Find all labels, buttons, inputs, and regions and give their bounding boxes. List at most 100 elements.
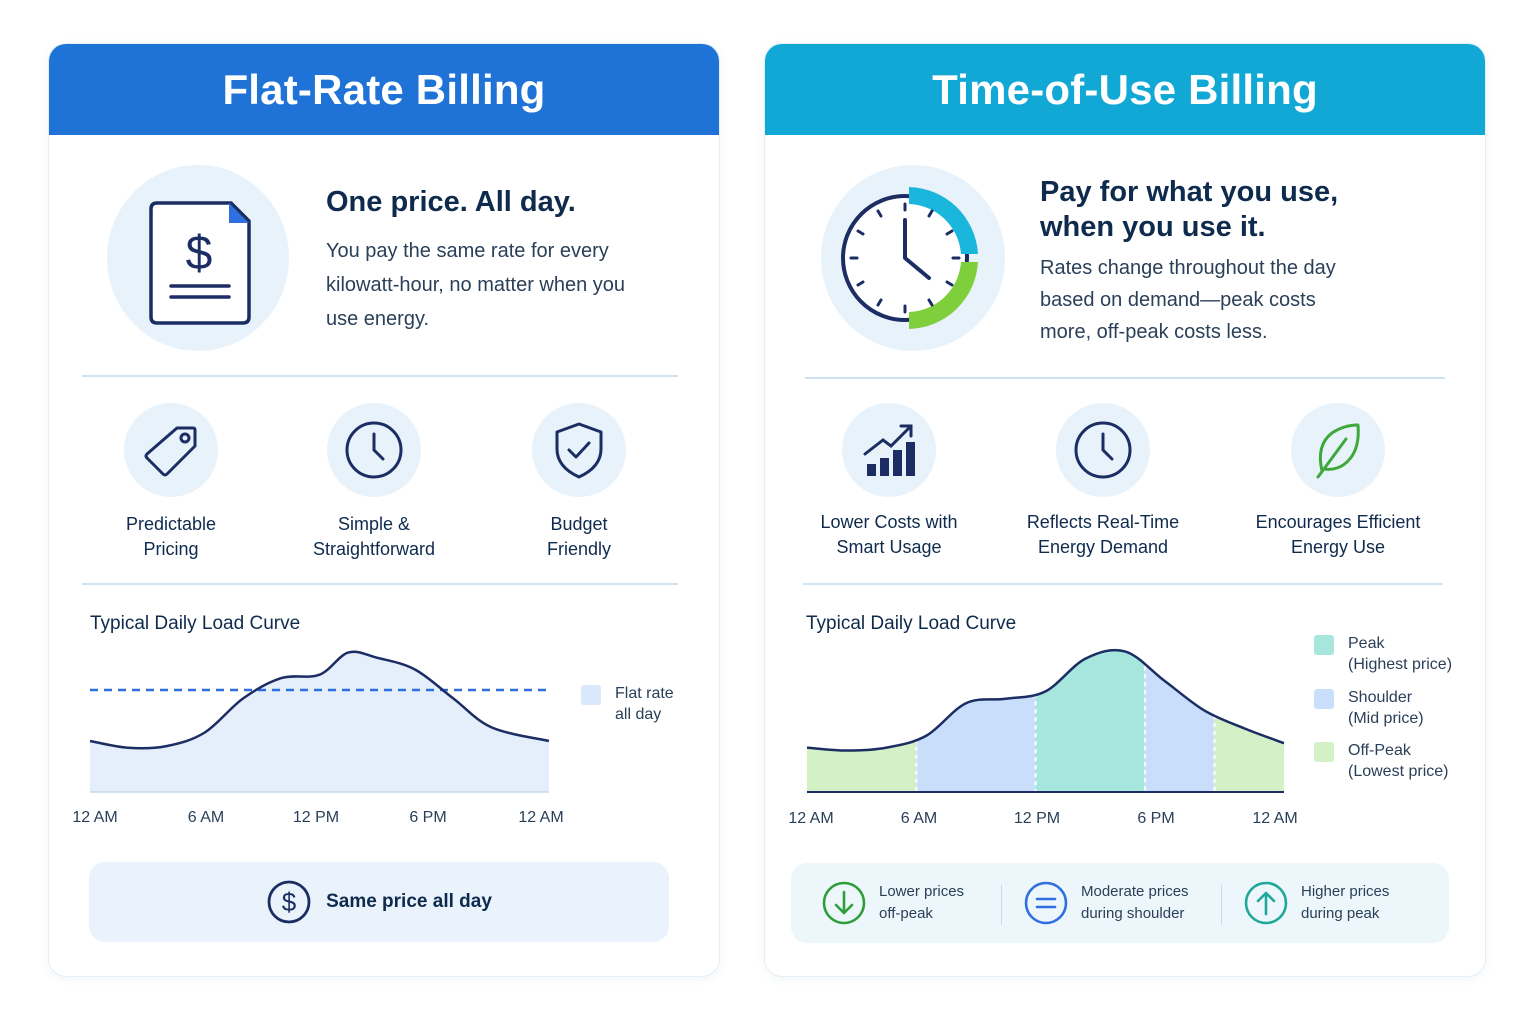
divider bbox=[82, 375, 678, 377]
feature-label: Simple & Straightforward bbox=[312, 514, 436, 559]
bill-icon: $ bbox=[149, 201, 251, 325]
load-curve-line bbox=[806, 648, 1285, 752]
legend-label: Shoulder bbox=[1348, 689, 1413, 706]
clock-icon bbox=[327, 403, 421, 497]
x-tick: 6 PM bbox=[409, 809, 447, 826]
equals-circle-icon bbox=[1024, 881, 1068, 925]
tou-tagline: Pay for what you use, when you use it. bbox=[1040, 175, 1338, 245]
legend-text: Off-Peak (Lowest price) bbox=[1348, 740, 1448, 782]
feature-budget-friendly: Budget Friendly bbox=[484, 403, 674, 562]
same-price-banner: $ Same price all day bbox=[89, 862, 669, 942]
flat-rate-load-chart bbox=[89, 650, 550, 793]
band-off-peak bbox=[807, 650, 917, 792]
feature-simple: Simple & Straightforward bbox=[279, 403, 469, 562]
legend-label: Off-Peak bbox=[1348, 742, 1411, 759]
arrow-down-circle-icon bbox=[822, 881, 866, 925]
tier-line2: during shoulder bbox=[1081, 905, 1185, 922]
feature-efficient: Encourages Efficient Energy Use bbox=[1243, 403, 1433, 560]
bill-icon-circle: $ bbox=[107, 165, 289, 351]
x-tick: 12 AM bbox=[788, 810, 834, 827]
load-area bbox=[90, 651, 549, 792]
chart-title: Typical Daily Load Curve bbox=[806, 613, 1017, 634]
arrow-up-circle-icon bbox=[1244, 881, 1288, 925]
clock-gauge-icon bbox=[841, 187, 978, 329]
legend-swatch bbox=[1314, 742, 1334, 762]
tier-text: Lower prices off-peak bbox=[879, 881, 964, 925]
legend-sub: (Mid price) bbox=[1348, 710, 1424, 727]
tier-line1: Lower prices bbox=[879, 883, 965, 900]
band-shoulder bbox=[1144, 650, 1215, 792]
x-tick: 6 AM bbox=[187, 809, 225, 826]
legend-flat-rate: Flat rate all day bbox=[581, 683, 685, 725]
x-tick: 6 PM bbox=[1137, 810, 1175, 827]
feature-label: Reflects Real-Time Energy Demand bbox=[1026, 512, 1180, 557]
x-tick: 12 PM bbox=[292, 809, 340, 826]
tier-line1: Higher prices bbox=[1301, 883, 1390, 900]
dollar-circle-icon: $ bbox=[267, 880, 311, 924]
flat-rate-tagline: One price. All day. bbox=[326, 186, 576, 218]
legend-text: Shoulder (Mid price) bbox=[1348, 687, 1424, 729]
x-tick: 6 AM bbox=[900, 810, 938, 827]
legend-peak: Peak (Highest price) bbox=[1314, 633, 1452, 675]
svg-text:$: $ bbox=[282, 887, 297, 917]
divider bbox=[803, 583, 1443, 585]
tier-line1: Moderate prices bbox=[1081, 883, 1189, 900]
tou-load-chart bbox=[806, 648, 1285, 793]
legend-label: Peak bbox=[1348, 635, 1385, 652]
clock-icon bbox=[1056, 403, 1150, 497]
bar-chart-up-icon bbox=[842, 403, 936, 497]
divider bbox=[805, 377, 1445, 379]
tier-line2: off-peak bbox=[879, 905, 933, 922]
tou-title: Time-of-Use Billing bbox=[932, 65, 1318, 113]
price-tag-icon bbox=[124, 403, 218, 497]
feature-label: Encourages Efficient Energy Use bbox=[1255, 512, 1421, 557]
x-tick: 12 AM bbox=[518, 809, 564, 826]
flat-rate-card: Flat-Rate Billing $ One price. All day. … bbox=[48, 43, 720, 977]
leaf-icon bbox=[1291, 403, 1385, 497]
band-off-peak bbox=[1214, 650, 1284, 792]
separator bbox=[1221, 885, 1222, 925]
divider bbox=[82, 583, 678, 585]
feature-label: Budget Friendly bbox=[546, 514, 612, 559]
tier-offpeak: Lower prices off-peak bbox=[821, 863, 964, 943]
tier-text: Higher prices during peak bbox=[1301, 881, 1389, 925]
tier-text: Moderate prices during shoulder bbox=[1081, 881, 1189, 925]
flat-rate-title: Flat-Rate Billing bbox=[222, 65, 546, 113]
separator bbox=[1001, 885, 1002, 925]
legend-sub: (Highest price) bbox=[1348, 656, 1453, 673]
tou-tagline-line1: Pay for what you use, bbox=[1040, 176, 1339, 208]
tier-shoulder: Moderate prices during shoulder bbox=[1023, 863, 1189, 943]
legend-shoulder: Shoulder (Mid price) bbox=[1314, 687, 1424, 729]
feature-lower-costs: Lower Costs with Smart Usage bbox=[794, 403, 984, 560]
legend-offpeak: Off-Peak (Lowest price) bbox=[1314, 740, 1448, 782]
legend-swatch bbox=[581, 685, 601, 705]
flat-rate-header: Flat-Rate Billing bbox=[49, 44, 719, 135]
legend-swatch bbox=[1314, 635, 1334, 655]
chart-title: Typical Daily Load Curve bbox=[90, 613, 301, 634]
load-curve-line bbox=[89, 650, 550, 750]
tier-peak: Higher prices during peak bbox=[1243, 863, 1389, 943]
feature-predictable-pricing: Predictable Pricing bbox=[76, 403, 266, 562]
tou-description: Rates change throughout the day based on… bbox=[1040, 257, 1336, 343]
x-tick: 12 AM bbox=[1252, 810, 1298, 827]
tou-header: Time-of-Use Billing bbox=[765, 44, 1485, 135]
legend-label: Flat rate all day bbox=[615, 685, 674, 723]
band-shoulder bbox=[916, 650, 1036, 792]
feature-label: Predictable Pricing bbox=[125, 514, 217, 559]
feature-real-time: Reflects Real-Time Energy Demand bbox=[1008, 403, 1198, 560]
x-tick: 12 AM bbox=[72, 809, 118, 826]
svg-text:$: $ bbox=[186, 227, 213, 280]
band-peak bbox=[1035, 650, 1145, 792]
legend-text: Peak (Highest price) bbox=[1348, 633, 1452, 675]
price-bands bbox=[807, 650, 1284, 792]
legend-swatch bbox=[1314, 689, 1334, 709]
tier-line2: during peak bbox=[1301, 905, 1380, 922]
tou-tagline-line2: when you use it. bbox=[1040, 211, 1266, 243]
shield-check-icon bbox=[532, 403, 626, 497]
legend-sub: (Lowest price) bbox=[1348, 763, 1449, 780]
clock-hero-circle bbox=[821, 165, 1005, 351]
price-tiers-banner: Lower prices off-peak Moderate prices du… bbox=[791, 863, 1449, 943]
feature-label: Lower Costs with Smart Usage bbox=[820, 512, 958, 557]
time-of-use-card: Time-of-Use Billing Pay for what you use… bbox=[764, 43, 1486, 977]
same-price-text: Same price all day bbox=[326, 891, 492, 912]
